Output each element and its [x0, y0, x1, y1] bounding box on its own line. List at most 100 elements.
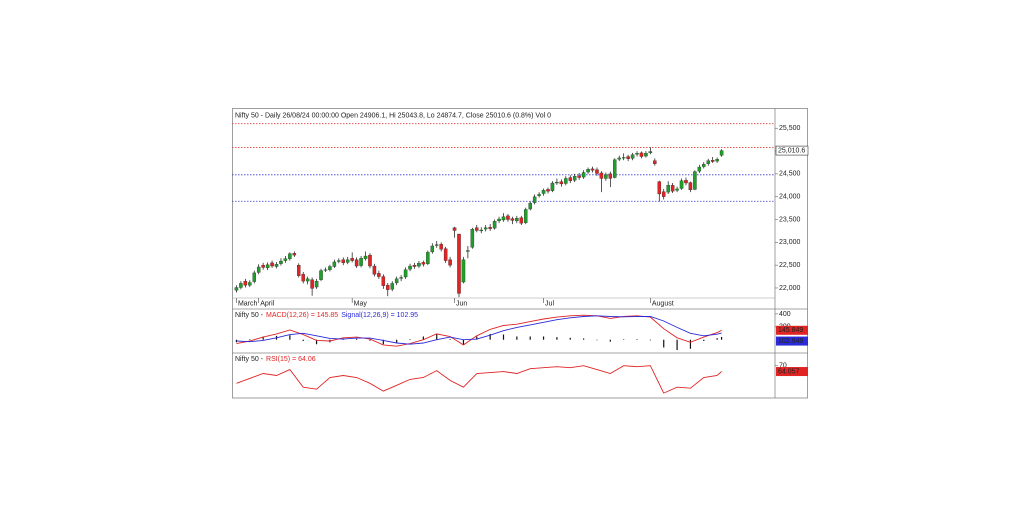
histogram-bar	[289, 335, 291, 340]
candle-body	[510, 218, 515, 221]
candle-body	[319, 270, 323, 280]
histogram-bar	[462, 339, 465, 345]
candle-body	[279, 260, 283, 264]
y-tick-label: 70	[779, 363, 787, 370]
histogram-bar	[489, 333, 491, 340]
candle-body	[630, 154, 635, 159]
value-box-label: 102.949	[778, 338, 803, 345]
candle-body	[617, 157, 621, 160]
x-tick-label: May	[354, 300, 368, 307]
candle-body	[688, 182, 693, 191]
histogram-bar	[356, 338, 358, 340]
histogram-bar	[476, 336, 478, 340]
y-tick-label: 22,000	[779, 285, 801, 292]
candle-body	[537, 194, 541, 196]
candle-body	[408, 265, 412, 270]
candle-body	[426, 252, 430, 264]
histogram-bar	[249, 339, 251, 340]
candle-body	[265, 264, 270, 269]
candle-body	[715, 159, 719, 162]
histogram-bar	[716, 338, 718, 340]
candle-body	[328, 266, 332, 270]
candle-body	[417, 263, 421, 267]
candle-body	[546, 189, 550, 192]
candle-body	[604, 174, 608, 179]
panel-label: Nifty 50 - RSI(15) = 64.06	[235, 356, 316, 363]
y-tick-label: 22,500	[779, 262, 801, 269]
candle-body	[394, 278, 399, 284]
candle-body	[719, 150, 724, 156]
candle-body	[372, 265, 377, 275]
candle-body	[283, 258, 288, 261]
candle-body	[679, 180, 684, 189]
candle-body	[363, 255, 368, 259]
last-price-box	[775, 145, 809, 156]
x-tick-label: Jun	[456, 300, 467, 307]
panel-series-name: RSI(15) = 64.06	[266, 356, 316, 363]
histogram-bar	[623, 339, 625, 340]
histogram-bar	[502, 334, 505, 340]
candle-body	[515, 217, 519, 222]
candle-body	[261, 264, 265, 268]
x-tick-label: March	[238, 300, 258, 307]
candle-body	[581, 172, 586, 178]
x-tick-label: April	[260, 300, 274, 307]
candle-body	[661, 191, 666, 197]
candle-body	[653, 160, 657, 164]
candle-body	[506, 215, 510, 220]
candle-body	[337, 260, 341, 262]
candle-body	[350, 258, 354, 261]
candle-body	[621, 157, 626, 159]
candle-body	[403, 269, 408, 278]
histogram-bar	[422, 336, 424, 340]
candle-body	[590, 168, 595, 171]
value-box-label: 64.057	[778, 368, 800, 375]
candle-body	[341, 259, 346, 264]
histogram-bar	[396, 339, 398, 343]
candle-body	[297, 264, 301, 276]
y-tick-label: 25,500	[779, 125, 801, 132]
candle-body	[466, 250, 470, 252]
candle-body	[274, 264, 279, 267]
panel-label: Nifty 50 - MACD(12,26) = 145.85 Signal(12,…	[235, 312, 418, 319]
histogram-bar	[436, 333, 438, 340]
candle-body	[412, 264, 417, 267]
candle-body	[439, 244, 443, 250]
candle-body	[586, 169, 590, 173]
histogram-bar	[676, 339, 678, 351]
candle-body	[288, 253, 292, 259]
candle-body	[239, 283, 243, 288]
value-box: 64.057	[776, 367, 808, 377]
candle-body	[452, 227, 457, 231]
candle-body	[572, 176, 577, 181]
candle-body	[430, 245, 435, 253]
candle-body	[657, 181, 662, 195]
histogram-bar	[529, 336, 531, 340]
candle-body	[323, 269, 328, 271]
candle-body	[608, 173, 613, 179]
value-box-label: 145.849	[778, 327, 803, 334]
histogram-bar	[720, 336, 723, 340]
histogram-bar	[262, 336, 264, 340]
candle-body	[252, 272, 257, 282]
candle-body	[488, 227, 492, 229]
y-tick-label: 400	[779, 311, 791, 318]
histogram-bar	[689, 339, 692, 349]
candle-body	[635, 153, 639, 155]
candle-body	[475, 227, 479, 231]
chart-frame	[232, 108, 808, 399]
histogram-bar	[663, 339, 665, 348]
candle-body	[381, 276, 386, 286]
candle-body	[550, 182, 555, 191]
candle-body	[675, 188, 679, 191]
candle-body	[639, 152, 644, 157]
value-box: 145.849	[776, 325, 808, 335]
candle-body	[368, 254, 372, 267]
candle-body	[599, 172, 604, 179]
last-price: 25,010.6	[775, 145, 809, 156]
y-tick-label: 24,000	[779, 194, 801, 201]
candle-body	[644, 153, 648, 157]
candle-body	[457, 233, 461, 294]
candle-body	[234, 287, 239, 291]
histogram-bar	[596, 339, 598, 341]
